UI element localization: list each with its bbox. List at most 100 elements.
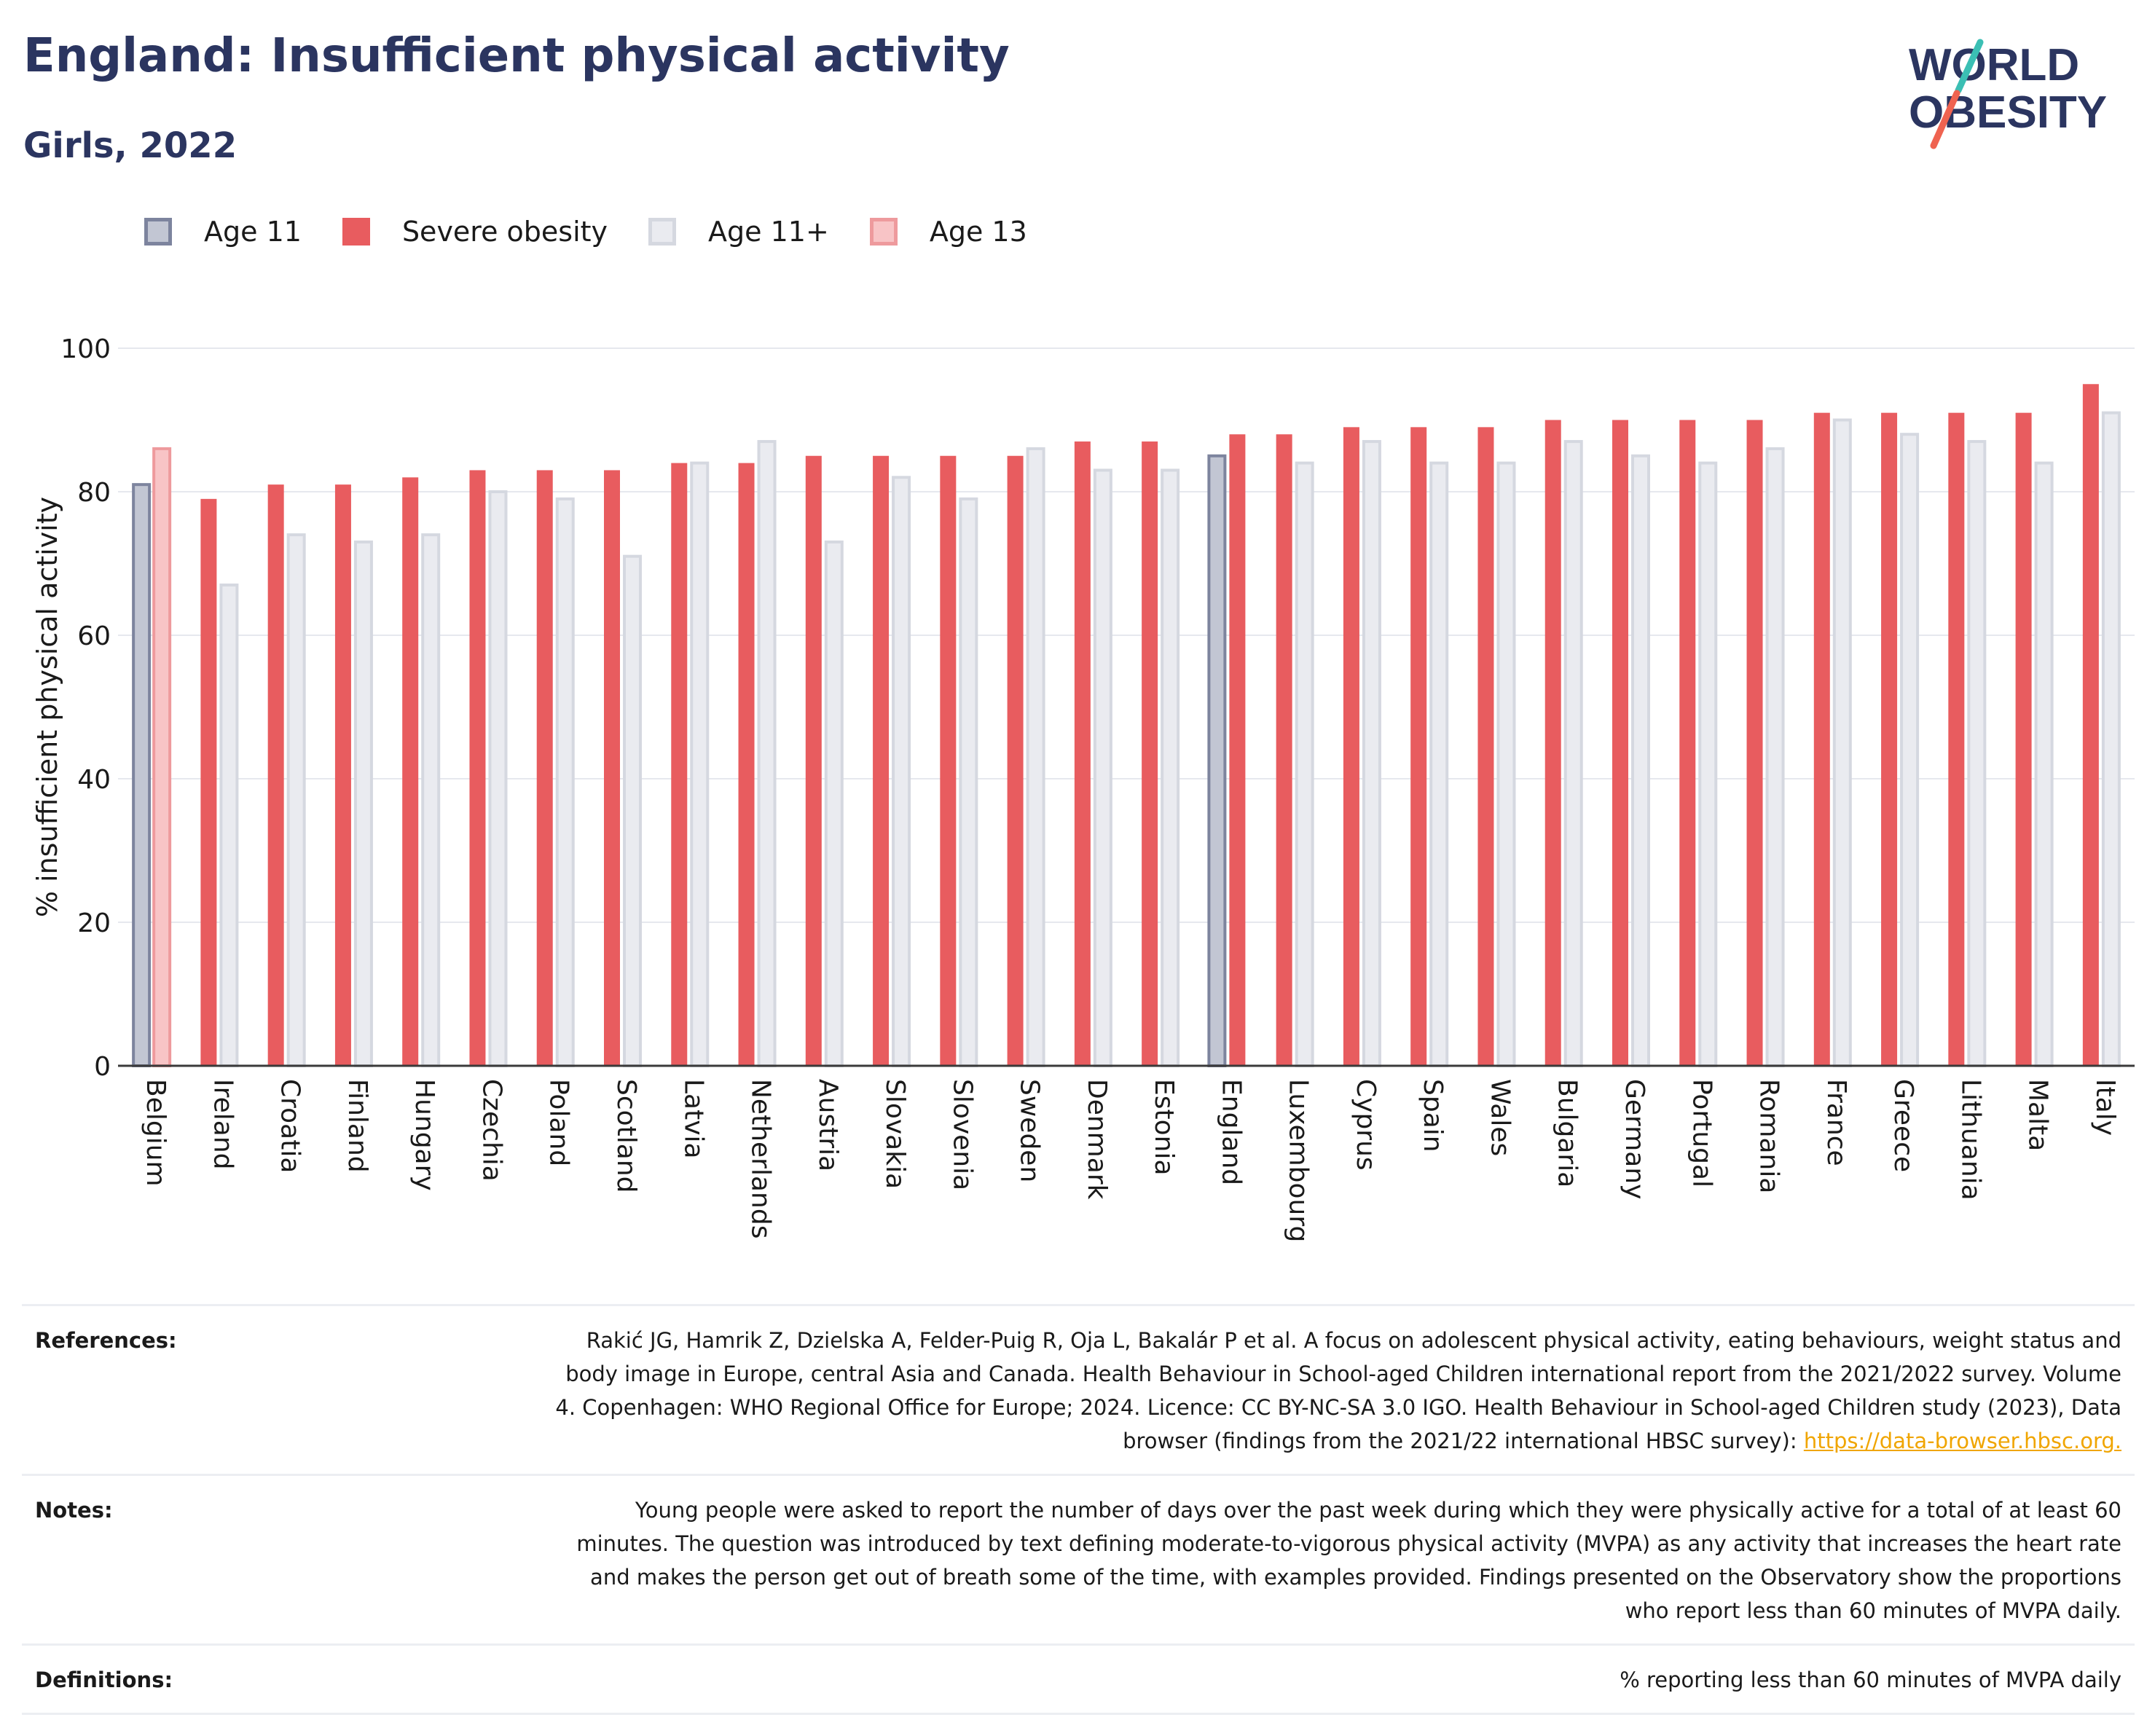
definitions-label: Definitions: bbox=[35, 1668, 173, 1692]
logo-slash-bottom bbox=[1930, 90, 1960, 149]
x-tick-label: Greece bbox=[1888, 1079, 1918, 1172]
notes-text: Young people were asked to report the nu… bbox=[576, 1498, 2121, 1623]
notes-row: Notes: Young people were asked to report… bbox=[22, 1474, 2135, 1643]
y-tick-label: 20 bbox=[77, 908, 111, 938]
bar-age11plus-estonia bbox=[1161, 468, 1180, 1067]
bar-age11plus-sweden bbox=[1026, 447, 1045, 1067]
y-tick-label: 60 bbox=[77, 621, 111, 651]
bar-age11plus-bulgaria bbox=[1563, 440, 1583, 1068]
bar-age11plus-luxembourg bbox=[1295, 461, 1314, 1068]
references-table: References: Rakić JG, Hamrik Z, Dzielska… bbox=[22, 1304, 2135, 1715]
x-tick-label: Sweden bbox=[1015, 1079, 1045, 1182]
x-tick-label: Luxembourg bbox=[1284, 1079, 1314, 1242]
legend-label-severe-obesity: Severe obesity bbox=[401, 216, 608, 248]
legend-item-severe-obesity[interactable]: Severe obesity bbox=[342, 216, 608, 248]
bar-severe_obesity-sweden bbox=[1007, 455, 1024, 1066]
bar-severe_obesity-portugal bbox=[1679, 420, 1696, 1066]
bar-age11plus-italy bbox=[2101, 411, 2121, 1067]
bar-severe_obesity-netherlands bbox=[738, 463, 755, 1066]
bar-age11plus-france bbox=[1832, 418, 1852, 1067]
references-link[interactable]: https://data-browser.hbsc.org. bbox=[1803, 1429, 2121, 1453]
bar-chart: 0 20 40 60 80 100 % insufficient physical acti… bbox=[31, 334, 2135, 1242]
y-axis-title: % insufficient physical activity bbox=[31, 497, 63, 917]
x-tick-label: England bbox=[1216, 1079, 1246, 1185]
bar-severe_obesity-slovakia bbox=[873, 455, 890, 1066]
x-tick-label: Czechia bbox=[476, 1079, 506, 1182]
bar-severe_obesity-germany bbox=[1612, 420, 1628, 1066]
bar-age11-belgium bbox=[132, 483, 152, 1067]
world-obesity-logo: WORLD OBESITY bbox=[1894, 29, 2142, 160]
legend-swatch-age-13 bbox=[869, 218, 898, 246]
x-tick-label: Wales bbox=[1485, 1079, 1515, 1156]
x-tick-label: Netherlands bbox=[746, 1079, 776, 1238]
bar-severe_obesity-croatia bbox=[267, 484, 284, 1066]
x-tick-label: Germany bbox=[1620, 1079, 1649, 1199]
bar-severe_obesity-cyprus bbox=[1343, 427, 1359, 1066]
legend-swatch-age-11 bbox=[144, 218, 172, 246]
x-tick-label: Romania bbox=[1754, 1079, 1784, 1193]
y-tick-label: 40 bbox=[77, 765, 111, 795]
x-tick-label: Hungary bbox=[409, 1079, 439, 1191]
bar-severe_obesity-czechia bbox=[469, 470, 486, 1066]
bar-severe_obesity-france bbox=[1813, 412, 1830, 1066]
y-tick-label: 0 bbox=[94, 1052, 111, 1082]
bar-severe_obesity-finland bbox=[334, 484, 351, 1066]
x-tick-label: Estonia bbox=[1149, 1079, 1179, 1176]
bar-severe_obesity-latvia bbox=[671, 463, 688, 1066]
bar-severe_obesity-spain bbox=[1410, 427, 1427, 1066]
x-tick-label: Spain bbox=[1418, 1079, 1448, 1152]
x-tick-label: Finland bbox=[342, 1079, 372, 1173]
bar-age11plus-germany bbox=[1631, 454, 1650, 1067]
bar-severe_obesity-denmark bbox=[1074, 441, 1091, 1066]
bar-severe_obesity-ireland bbox=[200, 498, 217, 1066]
x-tick-label: France bbox=[1821, 1079, 1851, 1166]
bar-severe_obesity-italy bbox=[2082, 384, 2099, 1066]
legend-item-age-11-plus[interactable]: Age 11+ bbox=[648, 216, 829, 248]
legend-swatch-age-11-plus bbox=[648, 218, 677, 246]
bar-severe_obesity-poland bbox=[536, 470, 553, 1066]
y-tick-label: 80 bbox=[77, 478, 111, 508]
bar-age11plus-czechia bbox=[488, 490, 508, 1067]
x-tick-label: Lithuania bbox=[1955, 1079, 1985, 1201]
bar-age11plus-slovakia bbox=[892, 476, 911, 1068]
x-tick-label: Malta bbox=[2023, 1079, 2053, 1151]
bar-age11plus-slovenia bbox=[959, 497, 978, 1068]
bar-severe_obesity-england bbox=[1229, 434, 1246, 1066]
x-tick-label: Austria bbox=[813, 1079, 843, 1171]
logo-line1: WORLD bbox=[1909, 40, 2079, 90]
bar-severe_obesity-estonia bbox=[1142, 441, 1158, 1066]
bar-age11-england bbox=[1207, 454, 1227, 1067]
bar-age11plus-netherlands bbox=[757, 440, 777, 1068]
bar-age11plus-ireland bbox=[219, 584, 239, 1067]
bar-age11plus-wales bbox=[1496, 461, 1516, 1068]
x-tick-label: Denmark bbox=[1082, 1079, 1112, 1200]
bar-severe_obesity-scotland bbox=[604, 470, 620, 1066]
x-tick-label: Scotland bbox=[611, 1079, 641, 1193]
bar-age11plus-denmark bbox=[1093, 468, 1112, 1067]
definitions-row: Definitions: % reporting less than 60 mi… bbox=[22, 1643, 2135, 1715]
bar-severe_obesity-wales bbox=[1477, 427, 1494, 1066]
references-label: References: bbox=[35, 1328, 177, 1353]
bar-age11plus-greece bbox=[1900, 433, 1920, 1067]
bar-age11plus-poland bbox=[555, 497, 575, 1068]
bar-severe_obesity-austria bbox=[805, 455, 822, 1066]
bar-age11plus-austria bbox=[824, 540, 844, 1067]
legend-label-age-11-plus: Age 11+ bbox=[708, 216, 829, 248]
bar-age11plus-romania bbox=[1765, 447, 1785, 1067]
bar-age13-belgium bbox=[152, 447, 172, 1067]
references-text: Rakić JG, Hamrik Z, Dzielska A, Felder-P… bbox=[555, 1328, 2121, 1453]
bar-severe_obesity-slovenia bbox=[940, 455, 957, 1066]
bar-severe_obesity-romania bbox=[1746, 420, 1763, 1066]
bar-severe_obesity-hungary bbox=[402, 477, 419, 1066]
legend-label-age-11: Age 11 bbox=[204, 216, 302, 248]
x-tick-label: Slovakia bbox=[880, 1079, 910, 1189]
x-tick-label: Croatia bbox=[275, 1079, 305, 1173]
references-text-wrapper: Rakić JG, Hamrik Z, Dzielska A, Felder-P… bbox=[545, 1324, 2135, 1458]
bar-age11plus-latvia bbox=[690, 461, 710, 1068]
x-tick-label: Bulgaria bbox=[1553, 1079, 1582, 1187]
x-tick-label: Cyprus bbox=[1351, 1079, 1381, 1171]
x-tick-label: Ireland bbox=[208, 1079, 238, 1170]
legend-item-age-11[interactable]: Age 11 bbox=[144, 216, 302, 248]
chart-subtitle: Girls, 2022 bbox=[23, 125, 238, 166]
legend-item-age-13[interactable]: Age 13 bbox=[869, 216, 1027, 248]
